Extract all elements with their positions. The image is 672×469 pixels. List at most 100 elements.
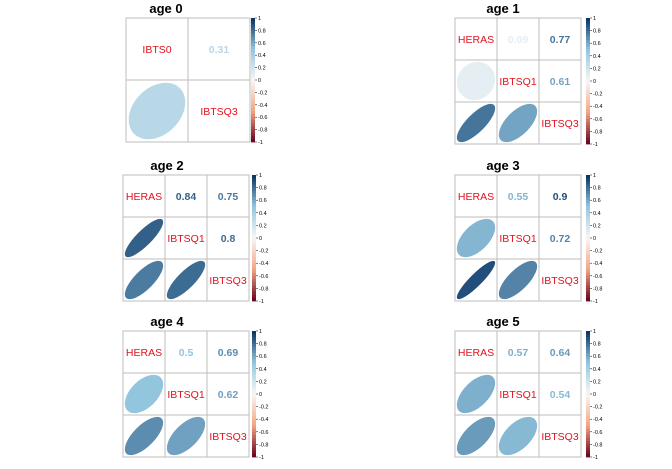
colorbar-segment <box>252 181 256 185</box>
correlation-ellipse <box>456 260 496 300</box>
colorbar-tick-label: -0.4 <box>259 417 268 423</box>
colorbar-segment <box>586 428 590 433</box>
colorbar-segment <box>251 64 255 68</box>
colorbar-segment <box>252 225 256 229</box>
colorbar-segment <box>251 117 255 121</box>
colorbar-segment <box>252 187 256 192</box>
colorbar-segment <box>586 346 590 351</box>
colorbar-tick-label: 0 <box>593 79 596 85</box>
colorbar-segment <box>586 397 590 401</box>
correlation-ellipse <box>124 416 164 456</box>
colorbar-segment <box>586 81 590 85</box>
panel-title: age 1 <box>486 1 519 16</box>
colorbar-tick-label: 0.2 <box>259 223 267 229</box>
colorbar-segment <box>251 83 255 87</box>
colorbar-segment <box>586 231 590 236</box>
colorbar-tick-label: -0.8 <box>259 442 268 448</box>
colorbar-segment <box>251 36 255 41</box>
colorbar-segment <box>252 184 256 188</box>
colorbar-segment <box>251 70 255 75</box>
colorbar-segment <box>252 275 256 280</box>
colorbar-segment <box>252 334 256 338</box>
colorbar-segment <box>586 134 590 139</box>
colorbar-segment <box>252 241 256 245</box>
colorbar-segment <box>251 129 255 134</box>
colorbar-segment <box>252 263 256 267</box>
colorbar-segment <box>251 89 255 93</box>
colorbar-segment <box>252 193 256 198</box>
colorbar-segment <box>586 444 590 448</box>
colorbar-segment <box>586 125 590 129</box>
colorbar-segment <box>586 450 590 455</box>
colorbar-segment <box>251 135 255 140</box>
colorbar-segment <box>586 337 590 341</box>
colorbar-tick-label: 0.8 <box>593 29 601 35</box>
colorbar-segment <box>586 263 590 267</box>
variable-label: IBTSQ3 <box>200 106 238 118</box>
variable-label: IBTSQ1 <box>499 76 537 88</box>
colorbar-segment <box>251 67 255 72</box>
colorbar-tick-label: 0.4 <box>259 367 267 373</box>
colorbar-tick-label: -0.4 <box>259 261 268 267</box>
colorbar-tick-label: 0.4 <box>259 211 267 217</box>
correlation-value: 0.64 <box>550 347 571 359</box>
variable-label: IBTSQ1 <box>499 389 537 401</box>
colorbar-tick-label: -1 <box>593 455 598 461</box>
colorbar-segment <box>586 55 590 60</box>
variable-label: IBTSQ3 <box>209 431 247 443</box>
colorbar-tick-label: 1 <box>593 329 596 335</box>
colorbar-segment <box>252 384 256 389</box>
colorbar-segment <box>586 206 590 211</box>
correlation-value: 0.5 <box>179 347 194 359</box>
colorbar-segment <box>252 200 256 204</box>
colorbar-segment <box>252 209 256 214</box>
colorbar-segment <box>252 359 256 363</box>
colorbar-segment <box>252 450 256 455</box>
colorbar-segment <box>252 291 256 296</box>
colorbar-segment <box>586 438 590 442</box>
correlation-value: 0.54 <box>550 389 571 401</box>
colorbar-segment <box>252 212 256 217</box>
colorbar-segment <box>252 387 256 392</box>
variable-label: IBTSQ1 <box>167 389 205 401</box>
colorbar-segment <box>586 187 590 192</box>
colorbar-segment <box>586 250 590 255</box>
colorbar-segment <box>586 209 590 214</box>
correlation-ellipse <box>166 260 206 300</box>
variable-label: IBTSQ3 <box>209 275 247 287</box>
colorbar-tick-label: -1 <box>259 455 264 461</box>
colorbar-tick-label: -0.6 <box>258 115 267 121</box>
panel-age-0: age 0 IBTS0 0.31 IBTSQ3 1 0.8 0.6 0.4 0.2 0 -0.2 -0… <box>125 1 267 146</box>
variable-label: IBTSQ1 <box>499 233 537 245</box>
colorbar-tick-label: 0.8 <box>259 342 267 348</box>
colorbar-segment <box>252 444 256 448</box>
colorbar-segment <box>251 107 255 112</box>
colorbar-segment <box>252 356 256 360</box>
colorbar-tick-label: -1 <box>258 140 263 146</box>
colorbar-segment <box>586 368 590 373</box>
variable-label: IBTSQ3 <box>541 431 579 443</box>
colorbar-segment <box>586 294 590 299</box>
colorbar-segment <box>586 266 590 270</box>
colorbar-segment <box>251 49 255 53</box>
panel-title: age 3 <box>486 158 519 173</box>
correlation-ellipse <box>128 82 186 140</box>
colorbar-segment <box>252 422 256 426</box>
correlation-value: 0.77 <box>550 34 571 46</box>
colorbar-segment <box>586 260 590 264</box>
correlation-ellipse <box>498 416 538 456</box>
colorbar-segment <box>586 112 590 117</box>
grid-cell <box>538 101 582 145</box>
variable-label: HERAS <box>458 191 494 203</box>
colorbar-tick-label: -0.4 <box>258 103 267 109</box>
colorbar-segment <box>586 362 590 367</box>
colorbar-segment <box>252 178 256 182</box>
correlation-value: 0.57 <box>508 347 529 359</box>
colorbar-segment <box>252 234 256 239</box>
colorbar-segment <box>252 206 256 211</box>
colorbar-segment <box>251 123 255 127</box>
colorbar-tick-label: 0.4 <box>593 54 601 60</box>
colorbar-segment <box>586 65 590 69</box>
colorbar-tick-label: -0.6 <box>259 274 268 280</box>
